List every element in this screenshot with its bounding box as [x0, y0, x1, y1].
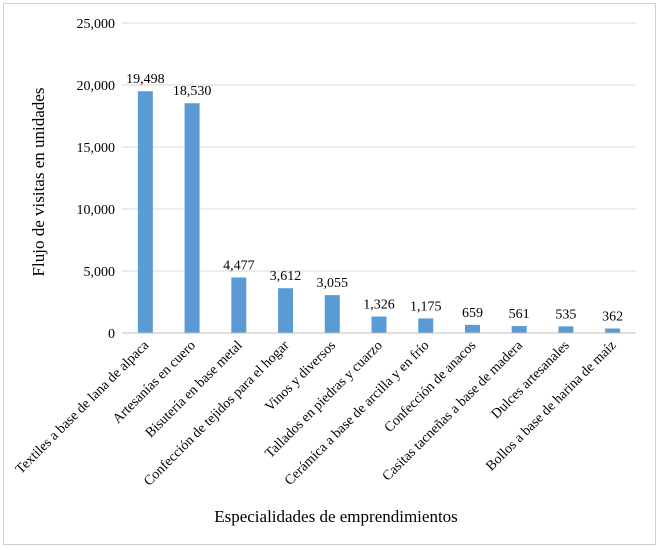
x-axis-title: Especialidades de emprendimientos: [214, 507, 458, 526]
bar: [184, 103, 200, 333]
y-tick-label: 25,000: [77, 17, 116, 32]
data-label: 1,175: [410, 299, 442, 314]
y-axis-ticks: 0 5,000 10,000 15,000 20,000 25,000: [77, 17, 116, 342]
bar: [511, 326, 527, 333]
bar: [137, 91, 153, 334]
bar: [605, 328, 621, 333]
data-label: 3,612: [270, 269, 302, 284]
bars: [137, 91, 621, 334]
category-label: Dulces artesanales: [489, 338, 573, 422]
y-tick-label: 0: [108, 327, 115, 342]
data-label: 659: [462, 306, 483, 321]
y-tick-label: 10,000: [77, 203, 116, 218]
data-labels: 19,498 18,530 4,477 3,612 3,055 1,326 1,175 659…: [126, 72, 623, 324]
data-label: 19,498: [126, 72, 165, 87]
data-label: 3,055: [317, 276, 349, 291]
bar: [231, 277, 247, 333]
bar: [371, 316, 387, 333]
data-label: 561: [509, 307, 530, 322]
bar: [418, 318, 434, 333]
y-axis-title: Flujo de visitas en unidades: [29, 88, 48, 277]
data-label: 362: [602, 310, 623, 325]
category-label: Confección de anacos: [382, 338, 479, 435]
data-label: 535: [555, 307, 576, 322]
data-label: 18,530: [173, 84, 212, 99]
bar: [464, 324, 480, 333]
y-tick-label: 5,000: [84, 265, 116, 280]
category-label: Artesanías en cuero: [110, 338, 199, 427]
category-labels: Textiles a base de lana de alpacaArtesan…: [13, 338, 619, 490]
bar: [324, 295, 340, 333]
bar: [278, 288, 294, 333]
gridlines: [122, 22, 636, 272]
data-label: 1,326: [363, 298, 395, 313]
data-label: 4,477: [223, 258, 255, 273]
bar: [558, 326, 574, 333]
chart-frame: [3, 3, 656, 545]
y-tick-label: 20,000: [77, 79, 116, 94]
y-tick-label: 15,000: [77, 141, 116, 156]
